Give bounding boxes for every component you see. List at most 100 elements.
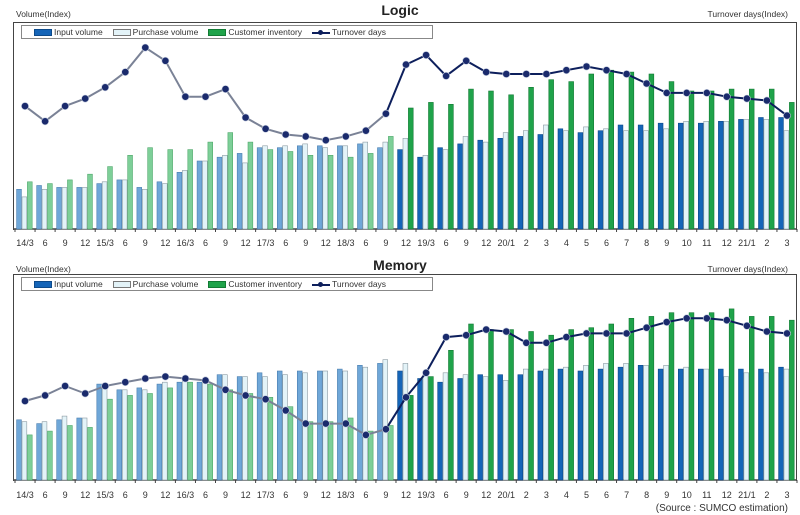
purchase-swatch-icon xyxy=(112,28,131,36)
bar-purchase-volume xyxy=(81,417,88,481)
bar-input-volume xyxy=(677,122,684,230)
turnover-point xyxy=(61,102,69,110)
bar-input-volume xyxy=(236,376,243,481)
x-tick-label: 12 xyxy=(80,238,90,248)
bar-customer-inventory xyxy=(227,132,233,230)
legend-label-inventory: Customer inventory xyxy=(228,27,303,37)
bar-customer-inventory xyxy=(227,389,233,481)
x-tick-label: 17/3 xyxy=(257,490,275,500)
bar-customer-inventory xyxy=(87,173,93,230)
bar-purchase-volume xyxy=(41,421,48,481)
bar-customer-inventory xyxy=(167,149,173,230)
legend-item-purchase: Purchase volume xyxy=(112,27,198,37)
x-tick-label: 11 xyxy=(702,238,711,248)
x-tick-label: 14/3 xyxy=(16,490,34,500)
turnover-point xyxy=(341,419,350,428)
bar-customer-inventory xyxy=(768,316,775,481)
turnover-point xyxy=(281,406,290,415)
memory-chart-title: Memory xyxy=(373,257,427,273)
bar-purchase-volume xyxy=(362,366,368,481)
bar-purchase-volume xyxy=(462,136,469,230)
turnover-point xyxy=(662,318,671,326)
bar-purchase-volume xyxy=(122,389,128,481)
bar-customer-inventory xyxy=(107,166,113,230)
turnover-point xyxy=(261,395,270,404)
turnover-line-segment xyxy=(384,64,407,115)
bar-input-volume xyxy=(216,156,223,230)
turnover-point xyxy=(321,419,330,428)
bar-input-volume xyxy=(357,365,363,481)
bar-purchase-volume xyxy=(502,132,509,230)
turnover-point xyxy=(121,378,130,387)
x-tick-label: 8 xyxy=(644,238,649,248)
x-tick-label: 16/3 xyxy=(177,238,195,248)
x-tick-label: 9 xyxy=(383,490,388,500)
bar-input-volume xyxy=(136,187,142,230)
bar-input-volume xyxy=(417,156,423,230)
bar-input-volume xyxy=(176,381,183,481)
bar-purchase-volume xyxy=(282,145,288,230)
legend-item-input: Input volume xyxy=(34,279,103,289)
turnover-point xyxy=(101,83,110,92)
bar-customer-inventory xyxy=(608,69,615,230)
turnover-line-segment xyxy=(445,60,467,77)
bar-customer-inventory xyxy=(307,421,314,481)
turnover-point xyxy=(361,126,370,135)
bar-customer-inventory xyxy=(388,425,394,481)
x-tick-label: 9 xyxy=(63,490,68,500)
turnover-point xyxy=(201,92,210,101)
bar-purchase-volume xyxy=(202,160,208,230)
x-tick-label: 12 xyxy=(160,490,170,500)
bar-purchase-volume xyxy=(563,366,569,481)
x-tick-label: 3 xyxy=(544,490,549,500)
bar-input-volume xyxy=(437,381,443,481)
x-tick-label: 6 xyxy=(604,238,609,248)
turnover-point xyxy=(281,130,290,139)
bar-input-volume xyxy=(677,368,684,481)
legend-label-purchase: Purchase volume xyxy=(132,279,199,289)
bar-input-volume xyxy=(457,378,463,481)
bar-input-volume xyxy=(437,147,443,230)
memory-chart-panel: Volume(Index) Memory Turnover days(Index… xyxy=(0,255,800,515)
turnover-point xyxy=(21,102,29,110)
x-tick-label: 19/3 xyxy=(417,490,435,500)
bar-purchase-volume xyxy=(402,138,409,230)
bar-input-volume xyxy=(196,381,203,481)
x-tick-label: 6 xyxy=(203,238,208,248)
bar-customer-inventory xyxy=(548,79,554,230)
x-tick-label: 20/1 xyxy=(498,238,516,248)
x-tick-label: 15/3 xyxy=(96,490,114,500)
bar-customer-inventory xyxy=(588,327,595,481)
x-tick-label: 21/1 xyxy=(738,490,756,500)
turnover-point xyxy=(783,111,791,120)
turnover-point xyxy=(642,323,651,332)
bar-input-volume xyxy=(497,374,503,481)
bar-input-volume xyxy=(657,122,664,230)
bar-customer-inventory xyxy=(287,406,294,481)
bar-purchase-volume xyxy=(21,421,28,481)
x-tick-label: 3 xyxy=(544,238,549,248)
turnover-point xyxy=(602,66,611,75)
x-tick-label: 4 xyxy=(564,490,569,500)
bar-purchase-volume xyxy=(462,374,469,481)
x-tick-label: 12 xyxy=(722,490,732,500)
bar-purchase-volume xyxy=(182,380,188,481)
x-tick-label: 6 xyxy=(123,238,128,248)
bar-customer-inventory xyxy=(468,323,474,481)
x-tick-label: 9 xyxy=(464,238,469,248)
bar-customer-inventory xyxy=(568,81,574,230)
turnover-point xyxy=(361,430,370,439)
bar-customer-inventory xyxy=(708,90,715,230)
turnover-point xyxy=(522,338,531,347)
turnover-point xyxy=(422,368,430,377)
x-tick-label: 20/1 xyxy=(498,490,516,500)
bar-customer-inventory xyxy=(408,107,414,230)
bar-input-volume xyxy=(597,130,604,230)
bar-input-volume xyxy=(16,189,22,230)
turnover-line-segment xyxy=(224,88,247,119)
turnover-point xyxy=(562,66,571,75)
bar-input-volume xyxy=(557,368,564,481)
bar-input-volume xyxy=(296,370,303,481)
bar-purchase-volume xyxy=(222,374,228,481)
turnover-point xyxy=(341,132,350,141)
